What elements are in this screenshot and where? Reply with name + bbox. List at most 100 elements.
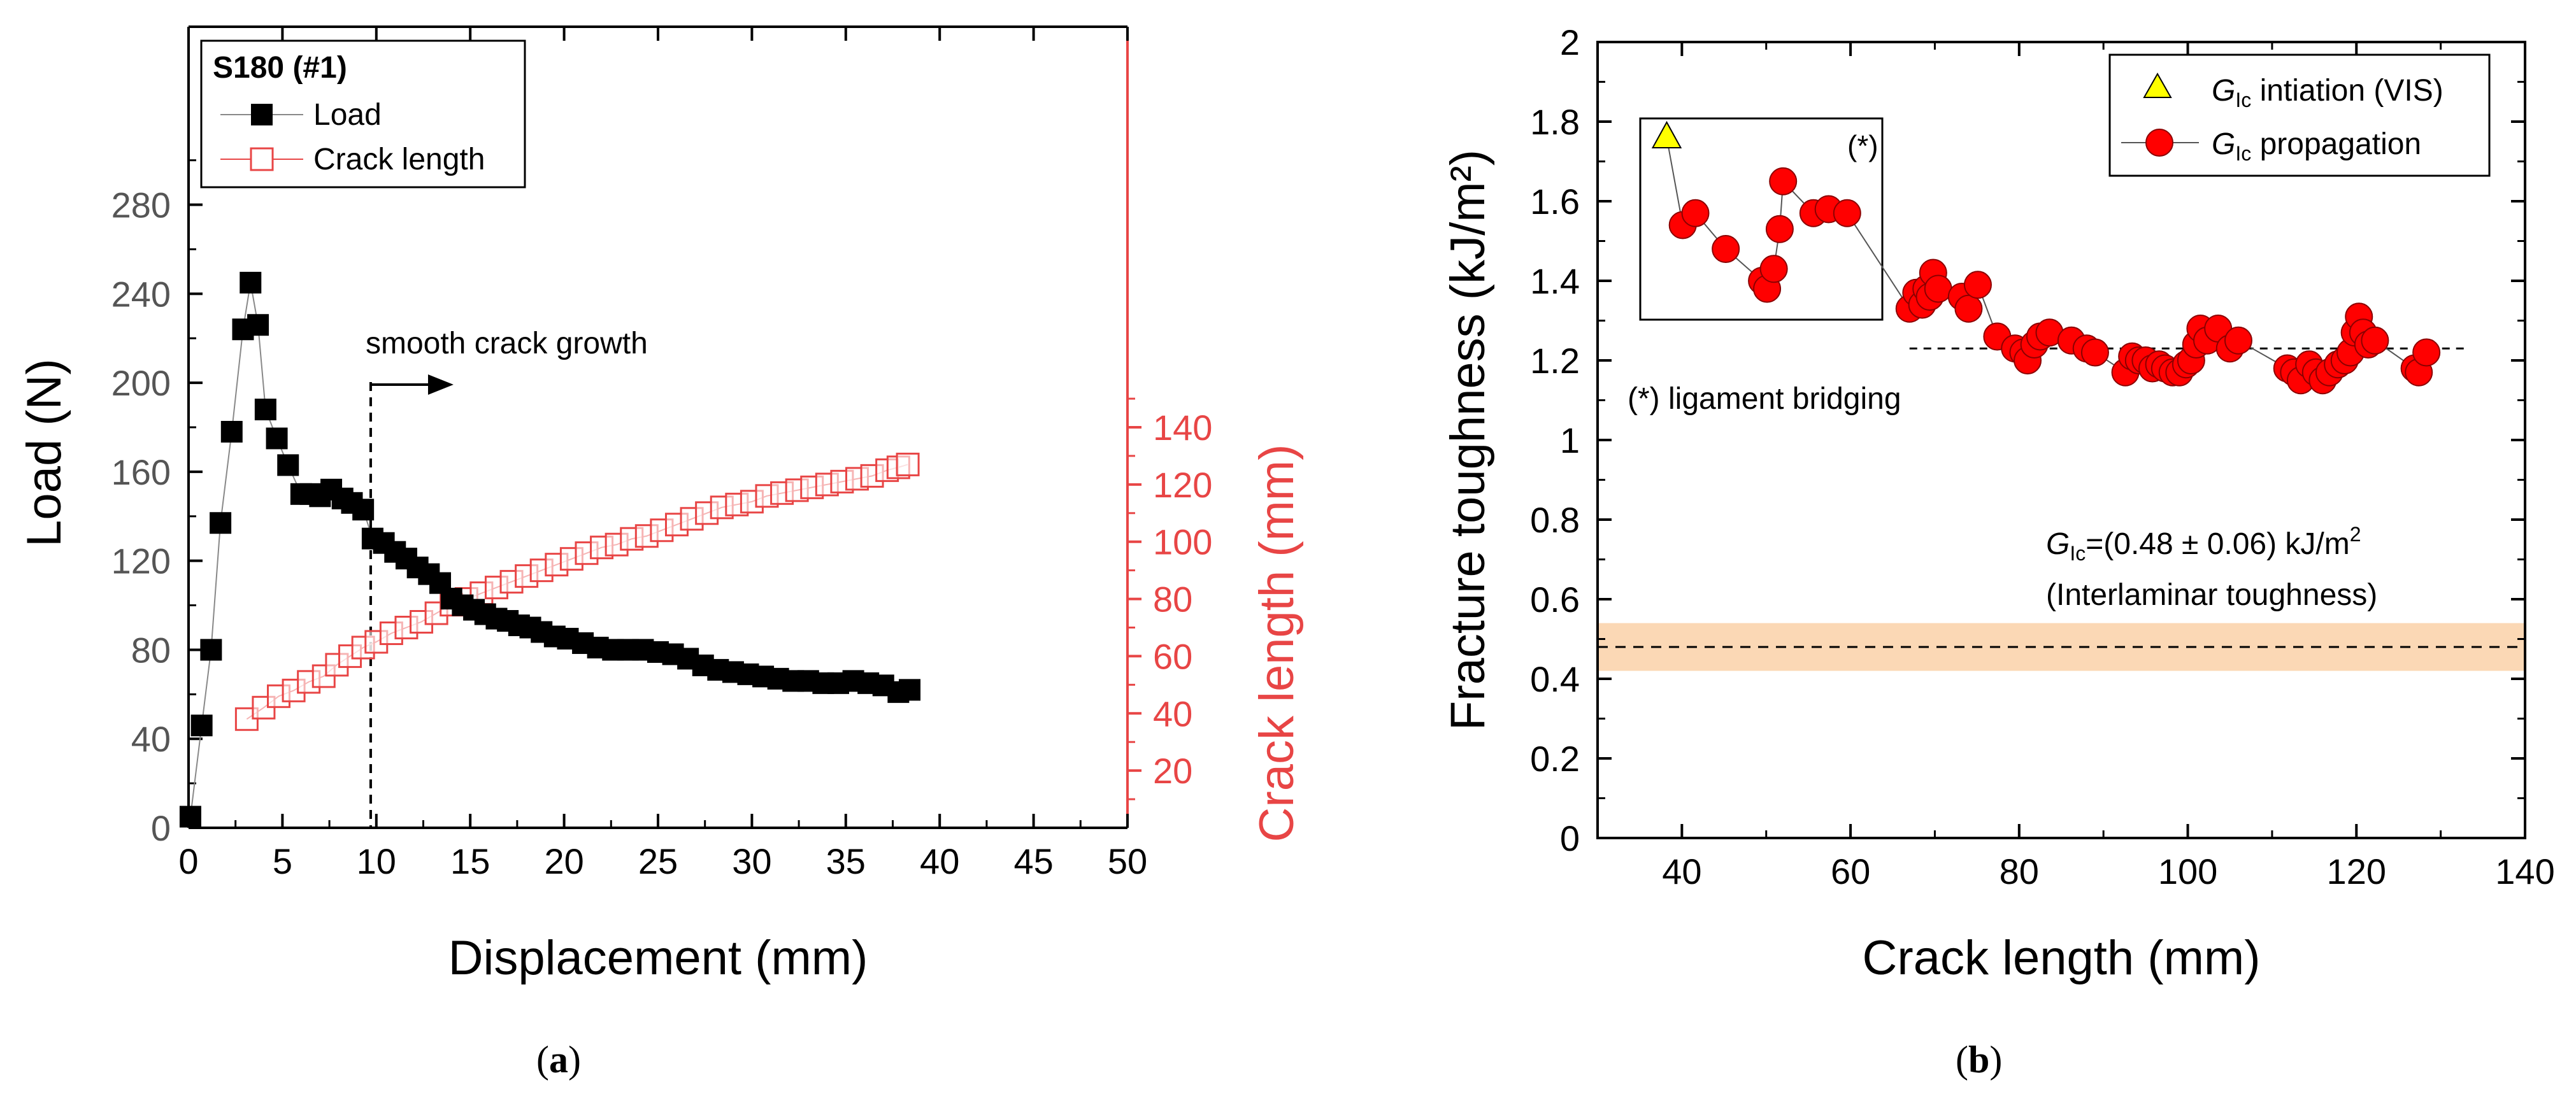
a-x-axis-title: Displacement (mm): [448, 931, 868, 985]
b-propagation-marker: [1681, 199, 1710, 227]
b-propagation-marker: [2080, 338, 2109, 367]
a-load-marker: [179, 806, 201, 828]
b-band-g-symbol: G: [2046, 527, 2070, 561]
b-x-axis-title: Crack length (mm): [1863, 931, 2261, 985]
b-band-g-subscript: Ic: [2070, 542, 2086, 565]
panel-a-label: (a): [536, 1039, 581, 1081]
a-load-marker: [210, 512, 232, 534]
b-legend-initiation-text: GIc intiation (VIS): [2212, 74, 2444, 111]
a-load-marker: [352, 499, 375, 521]
a-load-marker: [200, 639, 222, 661]
b-propagation-marker: [1924, 274, 1952, 303]
a-yr-tick-label: 20: [1153, 751, 1192, 791]
a-annotation-arrow-head: [427, 374, 454, 395]
b-band-value: =(0.48 ± 0.06) kJ/m: [2086, 527, 2350, 561]
b-band-label-line1: GIc=(0.48 ± 0.06) kJ/m2: [2046, 523, 2361, 565]
a-yr-tick-label: 80: [1153, 579, 1192, 620]
a-load-marker: [899, 679, 921, 701]
b-y-tick-label: 2: [1560, 22, 1580, 62]
a-crack-marker: [896, 452, 920, 476]
a-x-tick-label: 40: [920, 841, 959, 881]
a-load-marker: [254, 399, 276, 421]
b-x-tick-label: 80: [2000, 851, 2039, 891]
a-y-tick-label: 240: [111, 274, 171, 314]
a-legend-crack-text: Crack length: [313, 143, 485, 176]
b-legend-g-symbol: G: [2212, 74, 2235, 108]
a-legend-crack-marker: [250, 147, 274, 171]
b-y-axis-title: Fracture toughness (kJ/m²): [1441, 150, 1495, 730]
a-y-tick-label: 200: [111, 363, 171, 403]
b-y-tick-label: 1.8: [1530, 102, 1580, 142]
b-y-tick-label: 0: [1560, 818, 1580, 858]
a-load-marker: [277, 454, 299, 476]
a-yr-tick-label: 40: [1153, 693, 1192, 734]
b-y-tick-label: 1.6: [1530, 181, 1580, 222]
b-legend-g-symbol: G: [2212, 127, 2235, 161]
b-legend-propagation-text: GIc propagation: [2212, 127, 2421, 165]
b-band-unit-sup: 2: [2350, 523, 2361, 546]
a-x-tick-label: 20: [544, 841, 583, 881]
panel-a-chart: 0 5 10 15 20 25 30 35 40 45 50 0 40 80 120 160 200 240 280…: [17, 25, 1304, 985]
a-x-tick-label: 5: [273, 841, 292, 881]
a-load-marker: [190, 714, 213, 737]
a-yr-tick-label: 140: [1153, 408, 1212, 448]
a-x-tick-label: 50: [1108, 841, 1147, 881]
b-y-tick-label: 0.8: [1530, 500, 1580, 540]
b-y-tick-label: 0.6: [1530, 579, 1580, 620]
b-y-tick-label: 0.2: [1530, 739, 1580, 779]
b-x-tick-label: 60: [1831, 851, 1870, 891]
a-yr-tick-label: 100: [1153, 522, 1212, 562]
b-legend-initiation-marker: [2143, 72, 2172, 98]
b-legend-g-subscript: Ic: [2235, 142, 2251, 165]
b-inset-label: (*): [1847, 129, 1878, 162]
a-yr-tick-label: 60: [1153, 636, 1192, 676]
b-y-tick-label: 0.4: [1530, 659, 1580, 699]
a-y-tick-label: 120: [111, 541, 171, 581]
b-propagation-marker: [1765, 215, 1794, 243]
a-x-tick-label: 15: [450, 841, 490, 881]
a-x-tick-label: 10: [357, 841, 396, 881]
a-y-tick-label: 80: [131, 630, 171, 670]
b-propagation-marker: [2224, 326, 2252, 355]
a-load-marker: [240, 271, 262, 294]
b-y-tick-label: 1.2: [1530, 341, 1580, 381]
panel-b-chart: 40 60 80 100 120 140 0 0.2 0.4 0.6 0.8 1 1.2 1.4 1.6 1.…: [1441, 22, 2555, 985]
b-y-tick-label: 1.4: [1530, 261, 1580, 301]
b-legend-propagation-label: propagation: [2251, 127, 2421, 161]
b-x-tick-label: 40: [1662, 851, 1701, 891]
a-y-tick-label: 280: [111, 185, 171, 225]
b-propagation-marker: [1712, 235, 1740, 263]
a-legend-title: S180 (#1): [213, 51, 347, 85]
a-x-tick-label: 30: [732, 841, 771, 881]
b-legend-initiation-label: intiation (VIS): [2251, 74, 2443, 108]
panel-b-label: (b): [1956, 1039, 2003, 1081]
a-y-tick-label: 160: [111, 452, 171, 492]
a-legend-load-text: Load: [313, 98, 382, 132]
a-legend-load-marker: [251, 104, 273, 125]
b-x-tick-label: 100: [2158, 851, 2217, 891]
b-y-tick-label: 1: [1560, 420, 1580, 460]
b-bridging-inset-box: [1639, 117, 1884, 321]
b-legend-box: [2108, 53, 2491, 177]
a-yr-tick-label: 120: [1153, 465, 1212, 505]
a-y-axis-title: Load (N): [17, 359, 71, 547]
a-annotation-text: smooth crack growth: [366, 327, 648, 360]
b-propagation-marker: [1963, 271, 1992, 299]
b-propagation-marker: [1954, 294, 1983, 323]
a-load-marker: [266, 427, 288, 450]
b-propagation-marker: [2361, 326, 2389, 355]
a-load-marker: [247, 314, 269, 336]
a-x-tick-label: 0: [178, 841, 198, 881]
a-y-tick-label: 0: [151, 808, 171, 848]
a-load-line: [189, 282, 910, 817]
a-x-tick-label: 25: [638, 841, 678, 881]
b-propagation-marker: [1833, 199, 1861, 227]
a-x-tick-label: 35: [826, 841, 866, 881]
b-band-label-line2: (Interlaminar toughness): [2046, 578, 2377, 612]
b-initiation-marker: [1651, 120, 1682, 148]
b-propagation-marker: [1759, 255, 1788, 283]
a-x-tick-label: 45: [1013, 841, 1053, 881]
b-propagation-marker: [2412, 338, 2441, 367]
a-load-marker: [220, 420, 243, 443]
